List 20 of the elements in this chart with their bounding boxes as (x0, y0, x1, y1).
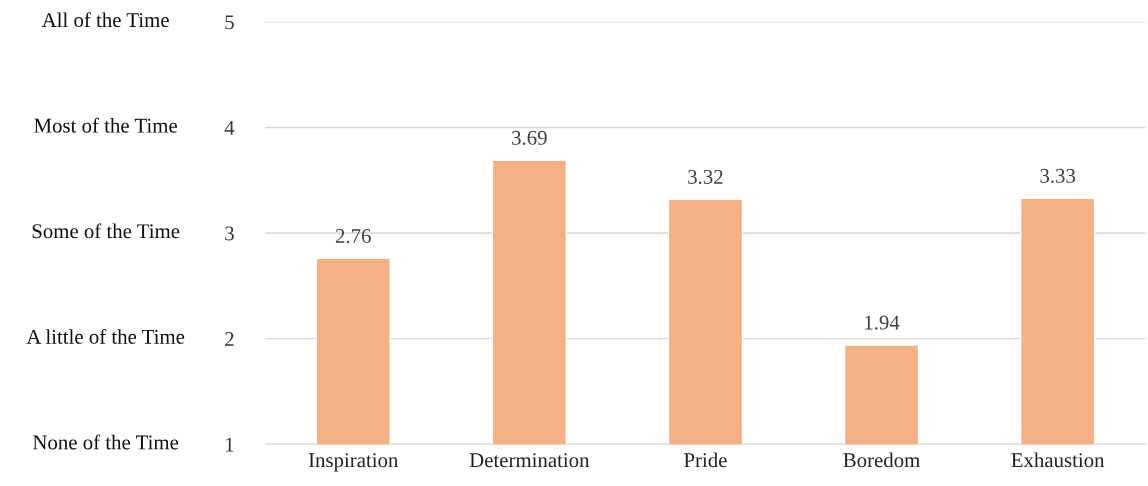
text: Most of the Time (34, 117, 177, 133)
y-tick-label: 2 (225, 332, 234, 346)
x-tick-label: Inspiration (308, 453, 399, 472)
y-tick-label: 4 (224, 120, 235, 135)
text: Some of the Time (32, 223, 180, 239)
y-tick-label: 3 (225, 226, 234, 241)
text: None of the Time (33, 434, 179, 450)
text: A little of the Time (26, 328, 185, 344)
data-label: 3.32 (688, 169, 723, 184)
data-label: 1.94 (865, 315, 900, 330)
x-tick-label: Boredom (843, 452, 920, 468)
x-tick-label: Exhaustion (1011, 452, 1105, 468)
data-label: 3.33 (1040, 168, 1076, 183)
y-tick-label: 1 (226, 437, 234, 452)
x-tick-label: Pride (684, 452, 727, 468)
data-label: 2.76 (335, 229, 371, 244)
text: All of the Time (41, 12, 169, 28)
x-tick-label: Determination (469, 453, 590, 468)
data-label: 3.69 (512, 130, 547, 145)
y-tick-label: 5 (225, 15, 234, 30)
